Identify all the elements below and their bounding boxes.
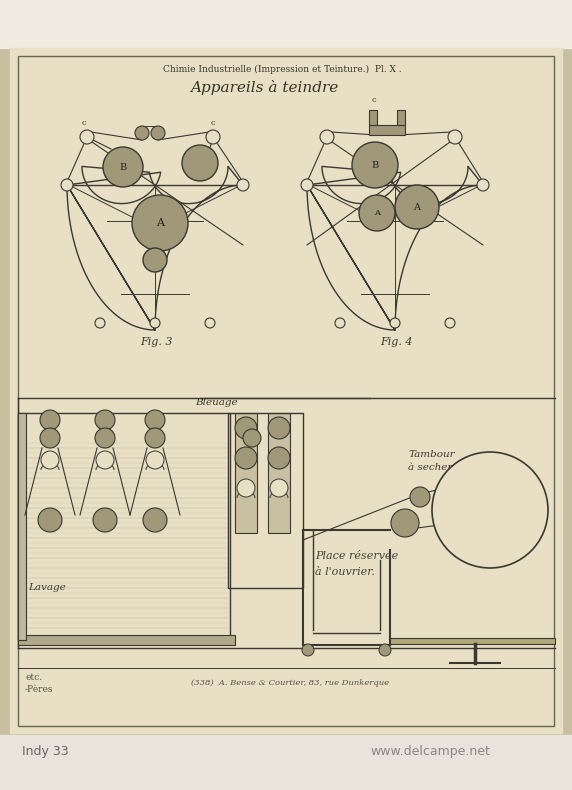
Text: -Pères: -Pères — [25, 685, 54, 694]
Text: B: B — [120, 163, 126, 171]
Text: www.delcampe.net: www.delcampe.net — [370, 745, 490, 758]
Bar — [18, 413, 230, 640]
Circle shape — [302, 644, 314, 656]
Text: Fig. 4: Fig. 4 — [380, 337, 412, 347]
Circle shape — [151, 126, 165, 140]
Circle shape — [243, 429, 261, 447]
Text: A: A — [156, 218, 164, 228]
Text: Fig. 3: Fig. 3 — [140, 337, 173, 347]
Circle shape — [95, 318, 105, 328]
Text: etc.: etc. — [25, 673, 42, 682]
Circle shape — [448, 130, 462, 144]
Circle shape — [93, 508, 117, 532]
Circle shape — [352, 142, 398, 188]
Circle shape — [143, 248, 167, 272]
Circle shape — [395, 185, 439, 229]
Text: Lavage: Lavage — [28, 583, 66, 592]
Circle shape — [182, 145, 218, 181]
Circle shape — [205, 318, 215, 328]
Circle shape — [96, 451, 114, 469]
Text: Appareils à teindre: Appareils à teindre — [190, 80, 338, 95]
Circle shape — [477, 179, 489, 191]
Bar — [10, 48, 562, 733]
Circle shape — [143, 508, 167, 532]
Circle shape — [410, 487, 430, 507]
Circle shape — [235, 447, 257, 469]
Bar — [390, 638, 555, 644]
Circle shape — [268, 447, 290, 469]
Circle shape — [103, 147, 143, 187]
Circle shape — [135, 126, 149, 140]
Circle shape — [95, 428, 115, 448]
Text: A: A — [374, 209, 380, 217]
Circle shape — [41, 451, 59, 469]
Bar — [235, 413, 257, 533]
Circle shape — [80, 130, 94, 144]
Circle shape — [320, 130, 334, 144]
Circle shape — [268, 417, 290, 439]
Bar — [18, 413, 26, 640]
Circle shape — [95, 410, 115, 430]
Circle shape — [359, 195, 395, 231]
Circle shape — [146, 451, 164, 469]
Text: Tambour
à secher: Tambour à secher — [408, 450, 455, 472]
Text: B: B — [371, 160, 379, 170]
Bar — [228, 413, 303, 588]
Bar — [369, 110, 377, 125]
Circle shape — [40, 410, 60, 430]
Circle shape — [145, 410, 165, 430]
Circle shape — [38, 508, 62, 532]
Circle shape — [390, 318, 400, 328]
Circle shape — [206, 130, 220, 144]
Circle shape — [270, 479, 288, 497]
Text: A: A — [414, 202, 420, 212]
Circle shape — [432, 452, 548, 568]
Circle shape — [335, 318, 345, 328]
Circle shape — [132, 195, 188, 251]
Text: Bleuage: Bleuage — [195, 398, 237, 407]
Bar — [0, 735, 572, 790]
Text: Indy 33: Indy 33 — [22, 745, 69, 758]
Bar — [397, 110, 405, 125]
Circle shape — [235, 417, 257, 439]
Bar — [18, 56, 554, 726]
Text: c: c — [372, 96, 376, 104]
Bar — [0, 0, 572, 48]
Circle shape — [150, 318, 160, 328]
Text: c: c — [82, 119, 86, 127]
Circle shape — [40, 428, 60, 448]
Text: Place réservée
à l'ouvrier.: Place réservée à l'ouvrier. — [315, 551, 398, 577]
Text: c: c — [211, 119, 216, 127]
Circle shape — [391, 509, 419, 537]
Circle shape — [301, 179, 313, 191]
Circle shape — [61, 179, 73, 191]
Text: Chimie Industrielle (Impression et Teinture.)  Pl. X .: Chimie Industrielle (Impression et Teint… — [162, 65, 402, 74]
Text: (338)  A. Bense & Courtier, 83, rue Dunkerque: (338) A. Bense & Courtier, 83, rue Dunke… — [191, 679, 389, 687]
Circle shape — [237, 479, 255, 497]
Bar — [268, 413, 290, 533]
Circle shape — [145, 428, 165, 448]
Circle shape — [379, 644, 391, 656]
Bar — [369, 125, 405, 135]
Circle shape — [237, 179, 249, 191]
Bar — [18, 635, 235, 645]
Circle shape — [445, 318, 455, 328]
